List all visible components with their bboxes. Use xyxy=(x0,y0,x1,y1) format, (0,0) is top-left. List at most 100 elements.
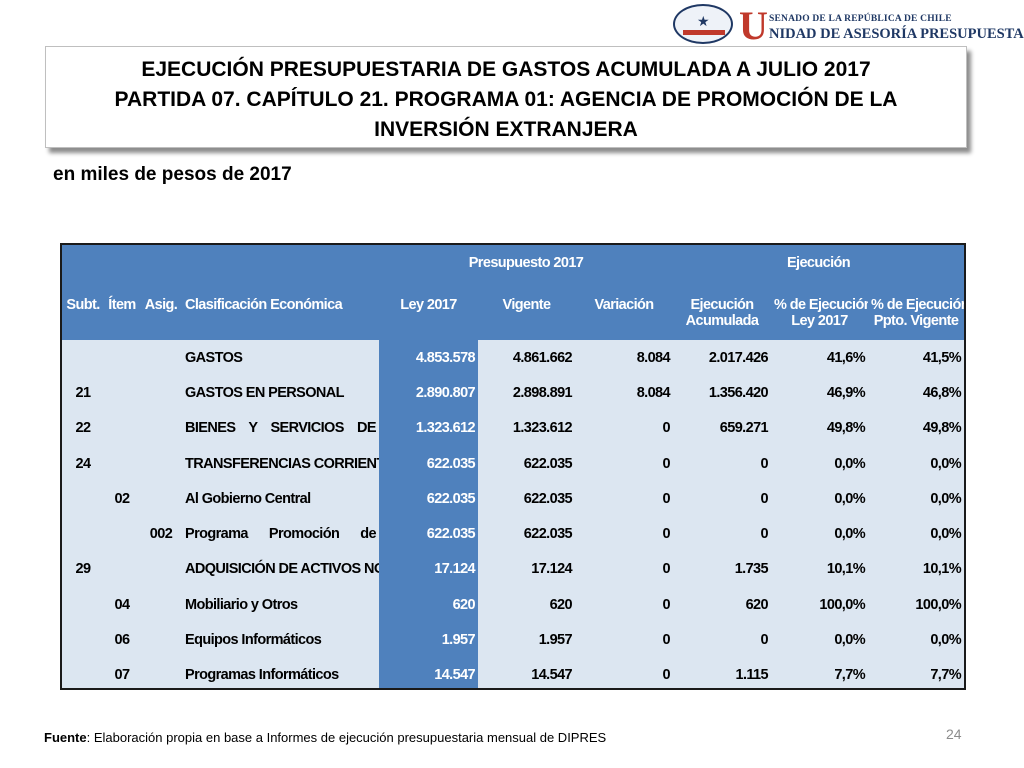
page-number: 24 xyxy=(946,726,962,742)
table-row: 21 GASTOS EN PERSONAL 2.890.807 2.898.891 8.… xyxy=(62,375,964,411)
cell-clasificacion: Equipos Informáticos xyxy=(185,632,322,649)
col-pct-vig-2: Ppto. Vigente xyxy=(868,313,964,340)
cell-clasificacion: GASTOS xyxy=(185,349,243,366)
cell-vigente: 622.035 xyxy=(523,526,573,543)
cell-ejecucion: 659.271 xyxy=(719,420,769,437)
cell-ley: 620 xyxy=(379,587,478,623)
table-row: 02 Al Gobierno Central 622.035 622.035 0 0 0,0… xyxy=(62,481,964,517)
col-vigente: Vigente xyxy=(478,281,575,313)
cell-vigente: 622.035 xyxy=(523,490,573,507)
cell-ejecucion: 0 xyxy=(760,490,769,507)
col-pct-vig: % de Ejecución xyxy=(868,281,964,313)
cell-pct-ley: 0,0% xyxy=(834,526,865,543)
cell-vigente: 4.861.662 xyxy=(512,349,573,366)
col-ejecucion: Ejecución xyxy=(673,281,771,313)
senado-logo: ★ U SENADO DE LA REPÚBLICA DE CHILE NIDA… xyxy=(673,3,1024,48)
group-presupuesto: Presupuesto 2017 xyxy=(379,245,673,281)
header-row: Subt. Ítem Asig. Clasificación Económica… xyxy=(62,281,964,313)
cell-asig xyxy=(140,552,182,587)
cell-pct-vig: 100,0% xyxy=(915,596,961,613)
cell-item xyxy=(104,375,140,410)
cell-asig xyxy=(140,622,182,657)
seal-band xyxy=(683,30,725,35)
cell-clasificacion: Programas Informáticos xyxy=(185,667,339,684)
cell-pct-ley: 41,6% xyxy=(826,349,866,366)
cell-subt xyxy=(62,658,104,688)
cell-subt xyxy=(62,622,104,657)
col-item: Ítem xyxy=(104,281,140,313)
table-row: 29 ADQUISICIÓN DE ACTIVOS NO 17.124 17.124 0… xyxy=(62,551,964,588)
cell-ley: 4.853.578 xyxy=(379,340,478,376)
cell-ejecucion: 620 xyxy=(745,596,769,613)
header-group-row: Presupuesto 2017 Ejecución xyxy=(62,245,964,281)
cell-ley: 14.547 xyxy=(379,657,478,688)
col-ley: Ley 2017 xyxy=(379,281,478,313)
cell-pct-ley: 46,9% xyxy=(826,384,866,401)
cell-ley: 622.035 xyxy=(379,445,478,482)
cell-asig xyxy=(140,587,182,622)
group-ejecucion: Ejecución xyxy=(673,245,964,281)
cell-pct-ley: 100,0% xyxy=(819,596,865,613)
cell-asig xyxy=(140,340,182,375)
cell-ejecucion: 1.115 xyxy=(735,667,769,684)
cell-clasificacion: ADQUISICIÓN DE ACTIVOS NO xyxy=(185,561,379,578)
cell-subt: 29 xyxy=(75,561,92,578)
logo-big-u: U xyxy=(739,3,768,48)
source-text: : Elaboración propia en base a Informes … xyxy=(86,730,607,745)
cell-vigente: 620 xyxy=(549,596,573,613)
table-row: 22 BIENES Y SERVICIOS DE 1.323.612 1.323.61… xyxy=(62,410,964,446)
cell-item: 07 xyxy=(114,667,131,684)
cell-variacion: 0 xyxy=(662,632,671,649)
table-row: 06 Equipos Informáticos 1.957 1.957 0 0 0,0% 0,… xyxy=(62,622,964,658)
cell-clasificacion: Mobiliario y Otros xyxy=(185,596,298,613)
cell-asig: 002 xyxy=(149,526,173,543)
cell-variacion: 8.084 xyxy=(636,384,671,401)
cell-pct-vig: 0,0% xyxy=(930,490,961,507)
cell-pct-ley: 49,8% xyxy=(826,420,866,437)
table-row: GASTOS 4.853.578 4.861.662 8.084 2.017.426 41… xyxy=(62,340,964,376)
col-pct-ley: % de Ejecución xyxy=(771,281,868,313)
cell-subt xyxy=(62,481,104,516)
cell-asig xyxy=(140,411,182,446)
header-row-2: Acumulada Ley 2017 Ppto. Vigente xyxy=(62,313,964,340)
cell-variacion: 0 xyxy=(662,561,671,578)
cell-clasificacion: BIENES Y SERVICIOS DE xyxy=(185,420,377,437)
cell-variacion: 0 xyxy=(662,420,671,437)
cell-variacion: 0 xyxy=(662,526,671,543)
cell-item xyxy=(104,446,140,481)
cell-pct-ley: 7,7% xyxy=(834,667,865,684)
cell-vigente: 1.323.612 xyxy=(512,420,573,437)
cell-clasificacion: GASTOS EN PERSONAL xyxy=(185,384,345,401)
col-ejecucion-2: Acumulada xyxy=(673,313,771,340)
cell-pct-vig: 46,8% xyxy=(922,384,962,401)
cell-subt xyxy=(62,516,104,551)
table-row: 07 Programas Informáticos 14.547 14.547 0 1.1… xyxy=(62,657,964,688)
cell-vigente: 2.898.891 xyxy=(512,384,573,401)
col-subt: Subt. xyxy=(62,281,104,313)
col-variacion: Variación xyxy=(575,281,673,313)
cell-asig xyxy=(140,481,182,516)
cell-item: 02 xyxy=(114,490,131,507)
source-note: Fuente: Elaboración propia en base a Inf… xyxy=(44,730,606,745)
cell-pct-vig: 0,0% xyxy=(930,455,961,472)
cell-ejecucion: 0 xyxy=(760,455,769,472)
cell-subt: 21 xyxy=(75,384,92,401)
cell-pct-vig: 0,0% xyxy=(930,632,961,649)
col-asig: Asig. xyxy=(140,281,182,313)
cell-pct-vig: 7,7% xyxy=(930,667,961,684)
cell-vigente: 622.035 xyxy=(523,455,573,472)
cell-clasificacion: TRANSFERENCIAS CORRIENTES xyxy=(185,455,379,472)
cell-pct-ley: 0,0% xyxy=(834,455,865,472)
cell-variacion: 0 xyxy=(662,490,671,507)
cell-ejecucion: 2.017.426 xyxy=(708,349,769,366)
logo-senado-text: SENADO DE LA REPÚBLICA DE CHILE xyxy=(769,14,952,24)
cell-vigente: 17.124 xyxy=(531,561,572,578)
cell-asig xyxy=(140,446,182,481)
cell-pct-vig: 49,8% xyxy=(922,420,962,437)
cell-variacion: 0 xyxy=(662,667,671,684)
cell-vigente: 1.957 xyxy=(538,632,573,649)
col-clasificacion: Clasificación Económica xyxy=(182,281,379,313)
cell-clasificacion: Programa Promoción de xyxy=(185,526,377,543)
cell-asig xyxy=(140,658,182,688)
